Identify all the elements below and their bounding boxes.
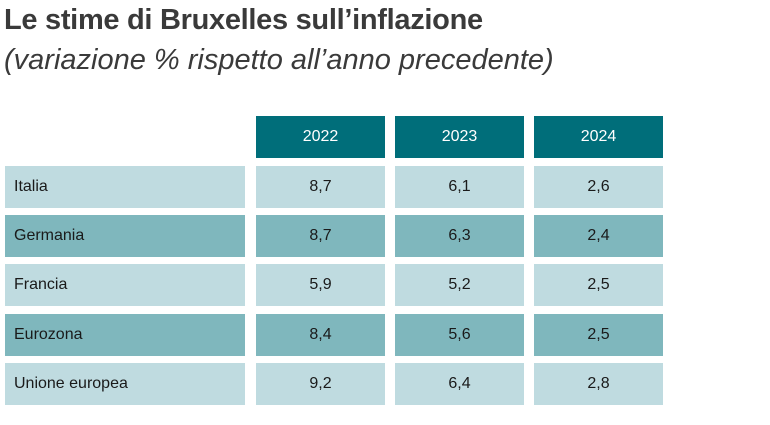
data-cell: 9,2 xyxy=(256,363,385,405)
row-label: Unione europea xyxy=(5,363,245,405)
data-cell: 8,7 xyxy=(256,166,385,208)
row-label: Eurozona xyxy=(5,314,245,356)
data-cell: 2,5 xyxy=(534,314,663,356)
row-label: Italia xyxy=(5,166,245,208)
data-cell: 6,4 xyxy=(395,363,524,405)
data-cell: 5,9 xyxy=(256,264,385,306)
row-label: Francia xyxy=(5,264,245,306)
data-cell: 8,7 xyxy=(256,215,385,257)
chart-title: Le stime di Bruxelles sull’inflazione xyxy=(4,4,483,36)
data-cell: 5,2 xyxy=(395,264,524,306)
data-cell: 6,1 xyxy=(395,166,524,208)
data-cell: 2,8 xyxy=(534,363,663,405)
data-cell: 2,5 xyxy=(534,264,663,306)
column-header-2024: 2024 xyxy=(534,116,663,158)
row-label: Germania xyxy=(5,215,245,257)
data-cell: 2,4 xyxy=(534,215,663,257)
chart-subtitle: (variazione % rispetto all’anno preceden… xyxy=(4,44,554,76)
column-header-2023: 2023 xyxy=(395,116,524,158)
data-cell: 5,6 xyxy=(395,314,524,356)
data-cell: 2,6 xyxy=(534,166,663,208)
column-header-2022: 2022 xyxy=(256,116,385,158)
data-cell: 8,4 xyxy=(256,314,385,356)
data-cell: 6,3 xyxy=(395,215,524,257)
